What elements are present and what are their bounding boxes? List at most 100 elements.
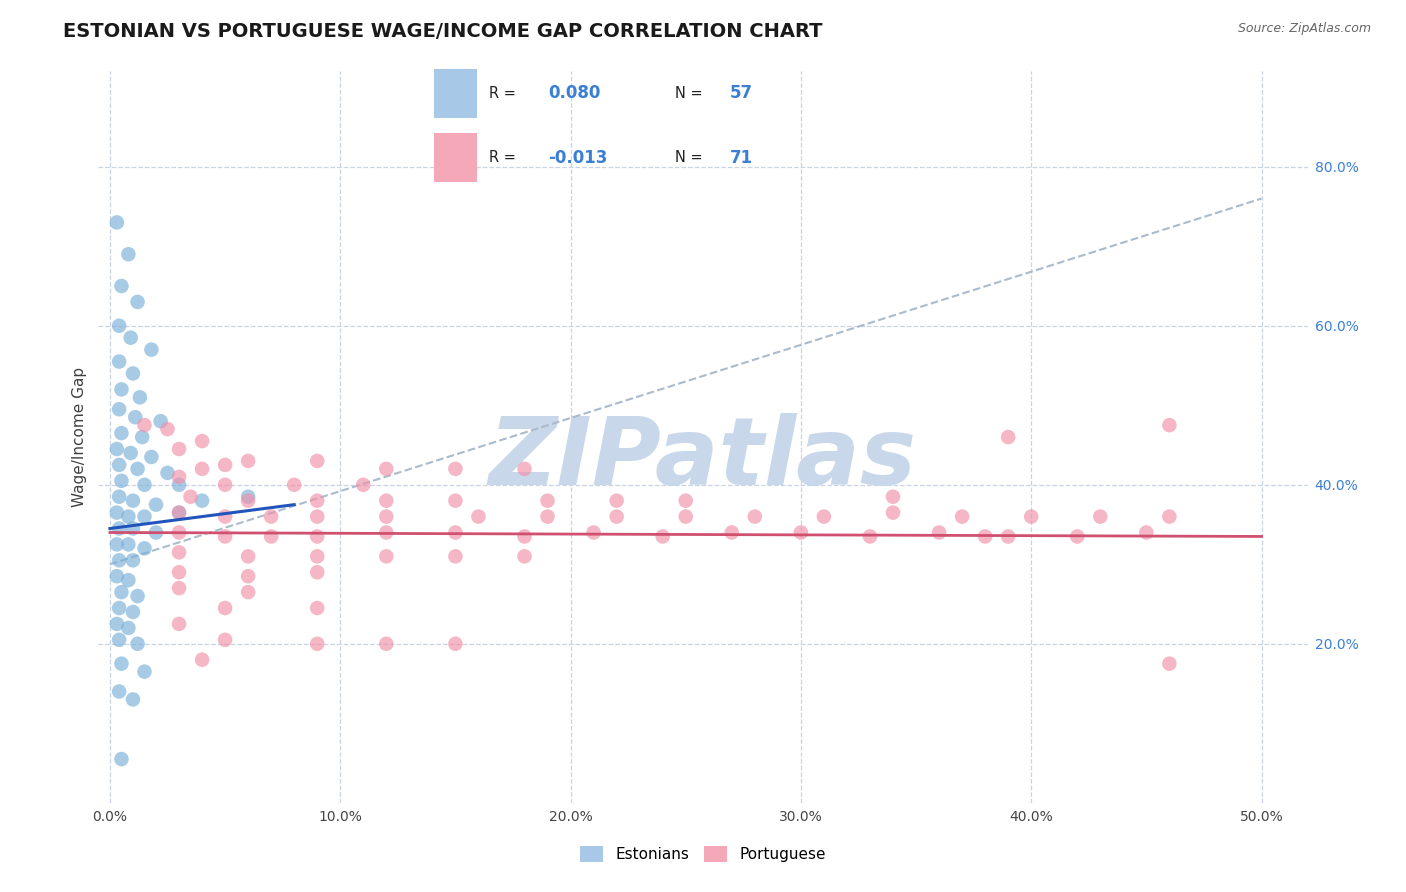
Point xyxy=(141,343,163,357)
Point xyxy=(105,442,128,456)
Point xyxy=(108,318,131,333)
Point xyxy=(260,529,283,543)
Point xyxy=(167,581,190,595)
Point xyxy=(108,490,131,504)
Point xyxy=(352,477,374,491)
Point xyxy=(236,493,259,508)
Point xyxy=(108,458,131,472)
Point xyxy=(214,529,236,543)
Point xyxy=(214,509,236,524)
Point xyxy=(167,616,190,631)
Point xyxy=(997,529,1019,543)
Point xyxy=(1159,509,1181,524)
Point xyxy=(122,605,145,619)
Text: ZIPatlas: ZIPatlas xyxy=(489,413,917,505)
Point xyxy=(444,637,467,651)
Point xyxy=(1135,525,1157,540)
Point xyxy=(651,529,673,543)
Point xyxy=(1066,529,1088,543)
Point xyxy=(122,493,145,508)
Point xyxy=(180,490,202,504)
Point xyxy=(117,247,139,261)
Point xyxy=(606,509,628,524)
Text: N =: N = xyxy=(675,86,703,101)
Point xyxy=(108,553,131,567)
Point xyxy=(145,525,167,540)
Point xyxy=(744,509,766,524)
Point xyxy=(167,525,190,540)
Point xyxy=(110,657,132,671)
Point xyxy=(236,549,259,564)
Text: ESTONIAN VS PORTUGUESE WAGE/INCOME GAP CORRELATION CHART: ESTONIAN VS PORTUGUESE WAGE/INCOME GAP C… xyxy=(63,22,823,41)
Point xyxy=(141,450,163,464)
Point xyxy=(536,493,558,508)
Point xyxy=(134,477,156,491)
Point xyxy=(127,294,149,309)
Point xyxy=(156,422,179,436)
Point xyxy=(117,573,139,587)
Point xyxy=(117,537,139,551)
Point xyxy=(444,549,467,564)
Bar xyxy=(434,134,477,182)
Point xyxy=(110,752,132,766)
Point xyxy=(928,525,950,540)
Point xyxy=(134,418,156,433)
Point xyxy=(606,493,628,508)
Point xyxy=(108,632,131,647)
Point xyxy=(145,498,167,512)
Text: N =: N = xyxy=(675,150,703,165)
Point xyxy=(513,462,536,476)
Point xyxy=(214,601,236,615)
Point xyxy=(582,525,605,540)
Point xyxy=(307,549,329,564)
Point xyxy=(110,383,132,397)
Point xyxy=(122,553,145,567)
Point xyxy=(108,402,131,417)
Point xyxy=(1159,657,1181,671)
Text: R =: R = xyxy=(489,86,516,101)
Point xyxy=(375,462,398,476)
Point xyxy=(214,632,236,647)
Point xyxy=(236,585,259,599)
Point xyxy=(110,474,132,488)
Point xyxy=(882,490,904,504)
Point xyxy=(167,506,190,520)
Bar xyxy=(434,70,477,118)
Point xyxy=(105,616,128,631)
Point xyxy=(375,493,398,508)
Point xyxy=(122,367,145,381)
Point xyxy=(131,430,153,444)
Point xyxy=(167,506,190,520)
Point xyxy=(675,509,697,524)
Point xyxy=(134,509,156,524)
Point xyxy=(307,566,329,580)
Point xyxy=(110,279,132,293)
Point xyxy=(167,477,190,491)
Point xyxy=(444,493,467,508)
Point xyxy=(167,442,190,456)
Point xyxy=(134,541,156,556)
Point xyxy=(117,621,139,635)
Point xyxy=(307,493,329,508)
Point xyxy=(127,589,149,603)
Point xyxy=(149,414,172,428)
Point xyxy=(117,509,139,524)
Point xyxy=(156,466,179,480)
Point xyxy=(536,509,558,524)
Point xyxy=(191,462,214,476)
Point xyxy=(444,462,467,476)
Text: -0.013: -0.013 xyxy=(548,149,607,167)
Point xyxy=(974,529,997,543)
Point xyxy=(813,509,835,524)
Point xyxy=(167,566,190,580)
Text: 57: 57 xyxy=(730,85,752,103)
Point xyxy=(108,354,131,368)
Point xyxy=(283,477,305,491)
Point xyxy=(127,462,149,476)
Point xyxy=(1019,509,1042,524)
Point xyxy=(790,525,813,540)
Text: 0.080: 0.080 xyxy=(548,85,600,103)
Point xyxy=(120,331,142,345)
Point xyxy=(122,521,145,535)
Point xyxy=(105,215,128,229)
